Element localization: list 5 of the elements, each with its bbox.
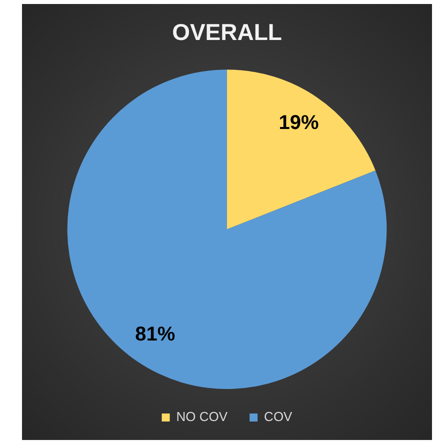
legend-label: NO COV: [176, 409, 228, 424]
data-label: 81%: [135, 323, 176, 346]
chart-title: OVERALL: [172, 19, 282, 46]
legend-label: COV: [264, 409, 293, 424]
data-label: 19%: [278, 112, 320, 134]
